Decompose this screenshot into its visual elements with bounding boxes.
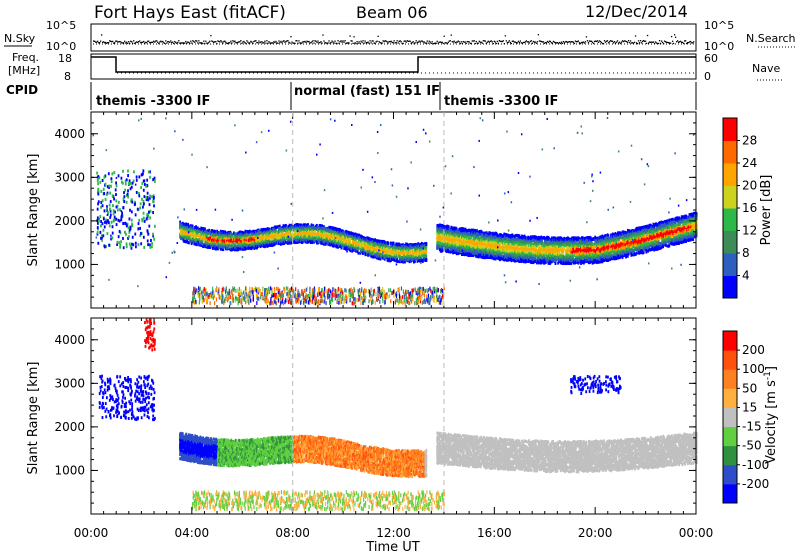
power-colorbar-label: Power [dB] (759, 175, 774, 246)
velocity-colorbar-tick-1: 100 (742, 362, 765, 376)
freq-trace (91, 57, 696, 72)
velocity-colorbar-tick-2: 50 (742, 381, 757, 395)
power-colorbar-tick-2: 12 (742, 224, 757, 238)
velocity-axes-frame (91, 318, 696, 514)
power-ytick-2000: 2000 (54, 214, 85, 228)
radar-figure: Fort Hays East (fitACF) Beam 06 12/Dec/2… (0, 0, 800, 554)
freq-label: Freq. (12, 51, 39, 64)
velocity-ytick-2000: 2000 (54, 420, 85, 434)
power-ylabel: Slant Range [km] (26, 154, 41, 267)
nsearch-tick-top: 10^5 (704, 19, 734, 32)
nsky-tick-top: 10^5 (46, 19, 76, 32)
velocity-xtick-2: 08:00 (275, 526, 310, 540)
velocity-colorbar-label: Velocity [m s-1] (763, 366, 779, 464)
velocity-colorbar-tick-3: 15 (742, 400, 757, 414)
velocity-xtick-1: 04:00 (175, 526, 210, 540)
velocity-ytick-4000: 4000 (54, 333, 85, 347)
velocity-xtick-5: 20:00 (578, 526, 613, 540)
cpid-segment-1: themis -3300 IF (96, 94, 210, 109)
freq-tick-bottom: 8 (64, 70, 71, 83)
power-ytick-1000: 1000 (54, 257, 85, 271)
power-colorbar-tick-6: 28 (742, 134, 757, 148)
freq-tick-top: 18 (58, 52, 72, 65)
power-panel: 1000 2000 3000 4000 Slant Range [km] 4 8 12 16… (26, 112, 774, 308)
velocity-colorbar-tick-0: 200 (742, 343, 765, 357)
nave-label: Nave (752, 62, 780, 75)
velocity-xtick-0: 00:00 (74, 526, 109, 540)
velocity-ytick-3000: 3000 (54, 376, 85, 390)
nsearch-label: N.Search (746, 32, 796, 45)
velocity-ytick-1000: 1000 (54, 463, 85, 477)
power-colorbar-tick-3: 16 (742, 201, 757, 215)
velocity-heatmap (99, 319, 698, 512)
cpid-segment-3: themis -3300 IF (444, 94, 558, 109)
power-colorbar-tick-0: 4 (742, 269, 750, 283)
power-axes-frame (91, 112, 696, 308)
nsky-trace (93, 34, 694, 44)
cpid-row: CPID themis -3300 IF normal (fast) 151 I… (6, 82, 696, 110)
power-colorbar-tick-4: 20 (742, 179, 757, 193)
cpid-label: CPID (6, 83, 38, 97)
power-heatmap (93, 117, 698, 305)
power-ytick-3000: 3000 (54, 170, 85, 184)
power-colorbar-tick-5: 24 (742, 156, 757, 170)
power-ytick-4000: 4000 (54, 127, 85, 141)
velocity-colorbar-tick-7: -200 (742, 477, 769, 491)
power-colorbar-tick-1: 8 (742, 246, 750, 260)
velocity-xlabel: Time UT (365, 540, 419, 554)
velocity-xtick-6: 00:00 (679, 526, 714, 540)
freq-unit-label: [MHz] (8, 64, 40, 77)
freq-panel: Freq. [MHz] 18 8 60 0 Nave (8, 51, 782, 83)
nsky-label: N.Sky (4, 32, 36, 45)
cpid-segment-2: normal (fast) 151 IF (294, 84, 440, 99)
power-colorbar: 4 8 12 16 20 24 28 (723, 118, 757, 299)
station-title: Fort Hays East (fitACF) (94, 3, 286, 23)
velocity-ylabel: Slant Range [km] (26, 362, 41, 475)
velocity-xtick-4: 16:00 (477, 526, 512, 540)
beam-label: Beam 06 (356, 3, 428, 22)
velocity-colorbar-tick-5: -50 (742, 439, 762, 453)
nsky-panel: N.Sky 10^5 10^0 10^5 10^0 N.Search (4, 19, 797, 53)
date-label: 12/Dec/2014 (585, 2, 688, 21)
nave-tick-bottom: 0 (704, 70, 711, 83)
nave-tick-top: 60 (704, 52, 718, 65)
velocity-xtick-3: 12:00 (376, 526, 411, 540)
velocity-colorbar-tick-4: -15 (742, 420, 762, 434)
